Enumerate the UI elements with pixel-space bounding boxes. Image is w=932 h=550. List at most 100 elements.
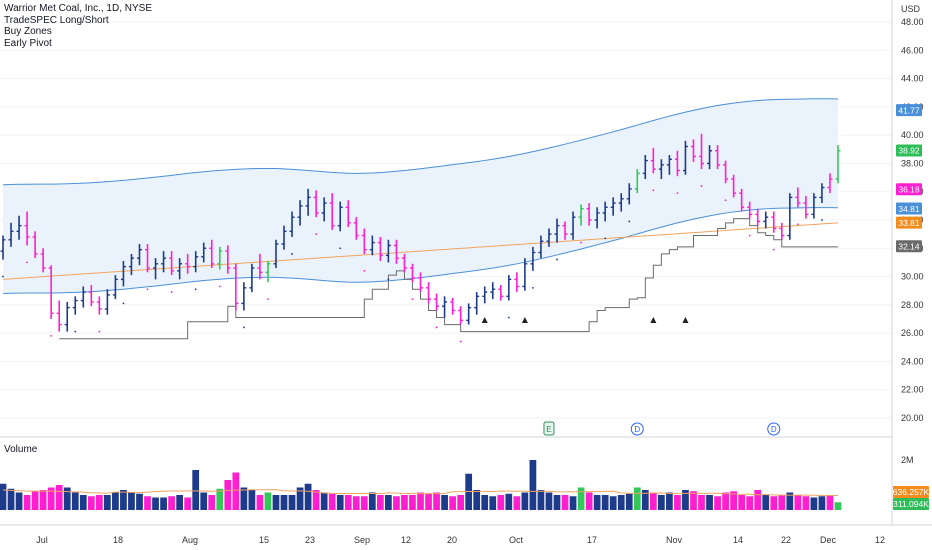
buy-zone-dot xyxy=(194,288,197,291)
x-tick-label: Dec xyxy=(820,535,837,545)
indicator-overlays xyxy=(2,185,839,343)
pivot-triangle-icon xyxy=(650,317,657,323)
buy-zone-dot xyxy=(146,288,149,291)
volume-bar xyxy=(714,496,721,510)
volume-bar xyxy=(55,485,63,510)
volume-bar xyxy=(393,496,400,510)
volume-bar xyxy=(553,495,561,510)
volume-bar xyxy=(7,488,15,510)
pivot-markers xyxy=(481,317,689,323)
volume-bar xyxy=(288,495,296,510)
buy-zone-dot xyxy=(98,330,101,333)
buy-zone-dot xyxy=(821,219,823,221)
event-badge-label: D xyxy=(634,425,640,434)
buy-zone-dot xyxy=(218,285,221,288)
price-axis-badge xyxy=(896,216,922,229)
price-axis-badge-label: 36.18 xyxy=(898,184,920,194)
x-tick-label: 22 xyxy=(781,535,791,545)
volume-bar xyxy=(208,495,216,510)
x-tick-label: 14 xyxy=(733,535,743,545)
price-axis-badge-label: 32.14 xyxy=(898,241,920,251)
volume-bar xyxy=(417,492,424,510)
volume-bar xyxy=(240,487,248,510)
pivot-triangle-icon xyxy=(481,317,488,323)
volume-bar xyxy=(585,492,593,510)
indicator-buy-zones[interactable]: Buy Zones xyxy=(4,26,52,37)
y-tick-label: 40.00 xyxy=(901,130,924,140)
volume-axis-badge xyxy=(893,486,929,498)
volume-bar xyxy=(545,492,553,510)
volume-bar xyxy=(682,490,689,510)
volume-bar xyxy=(433,492,440,510)
volume-bar xyxy=(136,493,143,510)
volume-bar xyxy=(401,495,408,510)
y-tick-label: 20.00 xyxy=(901,413,924,423)
x-tick-label: 15 xyxy=(259,535,269,545)
volume-bar xyxy=(722,492,729,510)
volume-bar xyxy=(706,495,713,510)
volume-bar xyxy=(304,483,312,510)
buy-zone-dot xyxy=(604,237,607,240)
volume-bar xyxy=(256,495,264,510)
volume-average-line xyxy=(2,489,839,497)
volume-bar xyxy=(746,496,754,510)
buy-zone-dot xyxy=(580,241,582,244)
volume-bar xyxy=(23,495,31,510)
buy-zone-dot xyxy=(267,298,269,301)
x-tick-label: Nov xyxy=(666,535,683,545)
volume-pane-label[interactable]: Volume xyxy=(4,444,38,455)
volume-bar xyxy=(128,492,135,510)
volume-bar xyxy=(690,491,697,510)
volume-bar xyxy=(698,495,705,510)
buy-zone-dot xyxy=(796,223,799,226)
buy-zone-dot xyxy=(724,199,727,202)
volume-bar xyxy=(730,491,737,510)
volume-bar xyxy=(593,495,601,510)
dividend-badge-icon xyxy=(767,422,781,436)
buy-zone-dot xyxy=(532,286,534,289)
volume-bar xyxy=(641,490,649,510)
pivot-triangle-icon xyxy=(682,317,689,323)
volume-bar xyxy=(457,495,465,510)
volume-bar xyxy=(754,490,762,510)
chart-legend: Warrior Met Coal, Inc., 1D, NYSE TradeSP… xyxy=(4,3,152,49)
volume-axis-badge-label: 311.094K xyxy=(893,499,929,509)
indicator-tradespec[interactable]: TradeSPEC Long/Short xyxy=(4,14,109,26)
volume-bar xyxy=(232,472,240,510)
y-tick-label: 46.00 xyxy=(901,45,924,55)
volume-bar xyxy=(802,496,810,510)
buy-zone-dot xyxy=(170,291,173,293)
symbol-title[interactable]: Warrior Met Coal, Inc., 1D, NYSE xyxy=(4,3,152,14)
volume-bar xyxy=(168,496,175,510)
buy-zone-dot xyxy=(459,340,462,343)
indicator-early-pivot[interactable]: Early Pivot xyxy=(4,37,52,49)
volume-bar xyxy=(200,492,208,510)
volume-bar xyxy=(312,490,320,510)
price-axis-badge xyxy=(896,202,922,215)
buy-zone-dot xyxy=(676,192,679,195)
volume-bar xyxy=(601,495,609,510)
volume-bar xyxy=(449,496,456,510)
volume-bar xyxy=(473,490,481,510)
price-axis-badge-label: 41.77 xyxy=(898,105,920,115)
volume-bar xyxy=(120,490,127,510)
volume-bar xyxy=(834,502,842,510)
volume-axis-label: 2M xyxy=(901,455,914,465)
buy-zone-dot xyxy=(291,253,293,255)
volume-bar xyxy=(674,495,681,510)
volume-bar xyxy=(144,496,151,510)
volume-bar xyxy=(0,483,7,510)
dividend-badge-icon xyxy=(630,422,644,436)
volume-bar xyxy=(385,495,392,510)
buy-zone-dot xyxy=(772,248,775,251)
volume-bar xyxy=(569,496,577,510)
price-axis-badge-label: 38.92 xyxy=(898,146,920,156)
volume-bars xyxy=(0,460,842,510)
buy-zone-dot xyxy=(242,326,245,329)
volume-bar xyxy=(513,496,521,510)
y-tick-label: 44.00 xyxy=(901,74,924,84)
volume-axis-badge xyxy=(893,498,929,510)
trailing-stop-line xyxy=(59,218,838,340)
